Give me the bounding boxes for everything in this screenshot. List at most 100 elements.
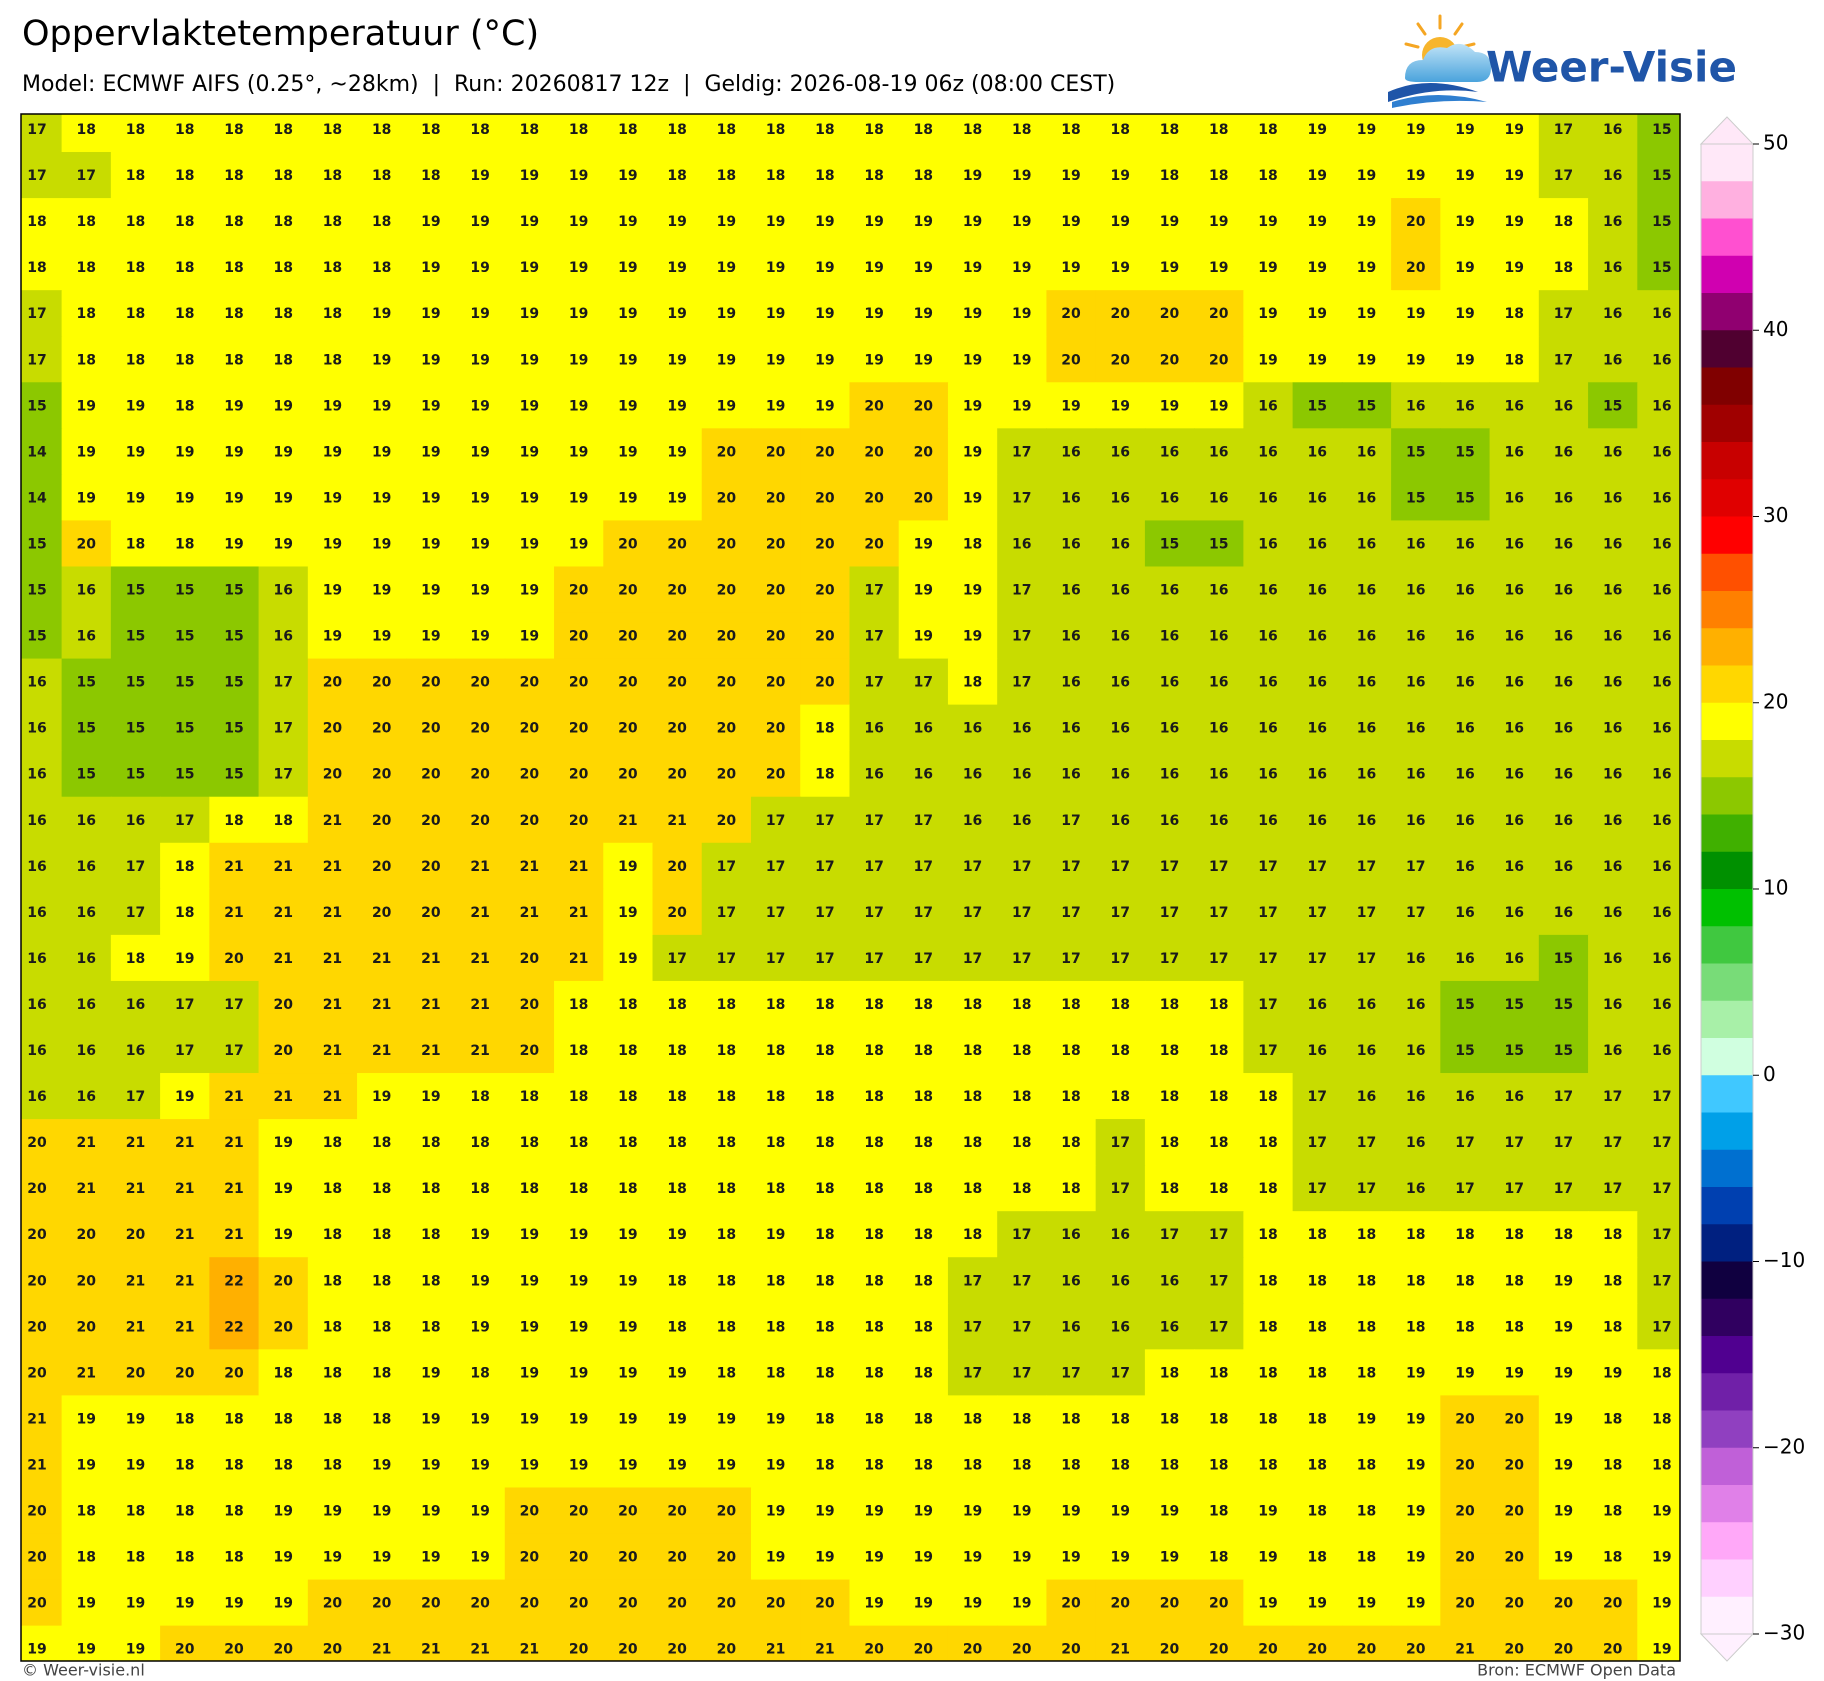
colorbar-tick-label: 10 bbox=[1763, 876, 1788, 900]
temperature-cell bbox=[1637, 658, 1680, 706]
temperature-value: 18 bbox=[1111, 1043, 1130, 1059]
temperature-cell bbox=[1637, 520, 1680, 568]
temperature-cell bbox=[21, 336, 63, 383]
temperature-value: 18 bbox=[175, 306, 194, 322]
temperature-cell bbox=[750, 704, 801, 752]
temperature-cell bbox=[110, 1579, 161, 1627]
temperature-cell bbox=[701, 612, 752, 660]
temperature-value: 15 bbox=[224, 767, 243, 783]
temperature-cell bbox=[554, 428, 604, 475]
temperature-value: 20 bbox=[421, 905, 441, 921]
temperature-value: 19 bbox=[1357, 352, 1376, 368]
temperature-cell bbox=[504, 1533, 555, 1581]
temperature-cell bbox=[406, 1441, 457, 1489]
temperature-value: 18 bbox=[618, 1043, 637, 1059]
temperature-cell bbox=[110, 290, 161, 337]
temperature-value: 20 bbox=[76, 1319, 96, 1335]
temperature-cell bbox=[258, 428, 309, 475]
temperature-value: 21 bbox=[421, 951, 440, 967]
temperature-value: 19 bbox=[1504, 122, 1523, 138]
temperature-value: 16 bbox=[1111, 675, 1130, 691]
temperature-cell bbox=[1194, 750, 1244, 798]
temperature-value: 19 bbox=[1307, 122, 1326, 138]
temperature-value: 15 bbox=[175, 767, 194, 783]
temperature-cell bbox=[1440, 1395, 1491, 1443]
temperature-cell bbox=[1538, 1441, 1589, 1489]
temperature-cell bbox=[406, 1073, 457, 1120]
temperature-cell bbox=[800, 1119, 851, 1166]
temperature-cell bbox=[455, 934, 506, 982]
temperature-cell bbox=[603, 1395, 654, 1443]
temperature-value: 16 bbox=[1160, 629, 1179, 645]
temperature-cell bbox=[898, 520, 949, 568]
temperature-cell bbox=[209, 1349, 260, 1396]
temperature-value: 16 bbox=[1406, 583, 1425, 599]
temperature-cell bbox=[1095, 1579, 1146, 1627]
temperature-cell bbox=[1391, 1073, 1441, 1120]
temperature-cell bbox=[1243, 750, 1294, 798]
temperature-value: 18 bbox=[618, 1181, 637, 1197]
temperature-value: 17 bbox=[1012, 1365, 1031, 1381]
temperature-value: 16 bbox=[27, 767, 46, 783]
temperature-value: 18 bbox=[864, 1457, 883, 1473]
temperature-cell bbox=[61, 566, 112, 614]
temperature-cell bbox=[947, 1165, 998, 1212]
temperature-cell bbox=[1391, 1441, 1441, 1489]
temperature-cell bbox=[1243, 1487, 1294, 1535]
temperature-value: 20 bbox=[717, 721, 737, 737]
temperature-value: 20 bbox=[1160, 1596, 1180, 1612]
temperature-cell bbox=[110, 1073, 161, 1120]
temperature-cell bbox=[701, 750, 752, 798]
temperature-cell bbox=[209, 1441, 260, 1489]
temperature-cell bbox=[307, 428, 358, 475]
temperature-value: 19 bbox=[372, 1089, 391, 1105]
temperature-cell bbox=[357, 888, 407, 936]
temperature-cell bbox=[701, 1026, 752, 1074]
temperature-value: 18 bbox=[864, 1089, 883, 1105]
temperature-cell bbox=[1489, 750, 1540, 798]
temperature-value: 16 bbox=[1406, 398, 1425, 414]
temperature-cell bbox=[1046, 980, 1097, 1028]
temperature-value: 18 bbox=[323, 1457, 342, 1473]
temperature-value: 19 bbox=[1258, 260, 1277, 276]
temperature-cell bbox=[1194, 1579, 1244, 1627]
temperature-cell bbox=[800, 336, 851, 383]
logo-text: Weer-Visie bbox=[1486, 43, 1737, 92]
temperature-value: 18 bbox=[864, 168, 883, 184]
temperature-cell bbox=[554, 980, 604, 1028]
temperature-cell bbox=[258, 474, 309, 522]
temperature-cell bbox=[307, 658, 358, 706]
temperature-value: 15 bbox=[1652, 122, 1671, 138]
temperature-value: 16 bbox=[1160, 721, 1179, 737]
temperature-cell bbox=[1095, 152, 1146, 199]
temperature-cell bbox=[849, 980, 900, 1028]
temperature-value: 19 bbox=[569, 1365, 588, 1381]
temperature-cell bbox=[110, 1487, 161, 1535]
temperature-cell bbox=[209, 1026, 260, 1074]
temperature-cell bbox=[406, 750, 457, 798]
colorbar-band bbox=[1701, 553, 1753, 592]
temperature-value: 17 bbox=[1603, 1135, 1622, 1151]
temperature-cell bbox=[1538, 1533, 1589, 1581]
temperature-cell bbox=[1489, 152, 1540, 199]
temperature-cell bbox=[898, 1303, 949, 1350]
temperature-cell bbox=[1588, 934, 1638, 982]
temperature-value: 20 bbox=[372, 767, 392, 783]
temperature-cell bbox=[603, 1257, 654, 1304]
temperature-cell bbox=[947, 244, 998, 291]
temperature-cell bbox=[1391, 244, 1441, 291]
temperature-cell bbox=[21, 428, 63, 475]
temperature-cell bbox=[1046, 796, 1097, 844]
temperature-value: 20 bbox=[1258, 1642, 1278, 1658]
temperature-value: 16 bbox=[1455, 859, 1474, 875]
temperature-value: 21 bbox=[224, 1181, 243, 1197]
temperature-value: 20 bbox=[273, 1642, 293, 1658]
temperature-cell bbox=[997, 1349, 1048, 1396]
temperature-cell bbox=[21, 566, 63, 614]
temperature-cell bbox=[160, 612, 210, 660]
temperature-value: 19 bbox=[618, 168, 637, 184]
temperature-value: 20 bbox=[766, 721, 786, 737]
temperature-value: 20 bbox=[717, 767, 737, 783]
temperature-value: 19 bbox=[963, 490, 982, 506]
temperature-value: 16 bbox=[1504, 629, 1523, 645]
